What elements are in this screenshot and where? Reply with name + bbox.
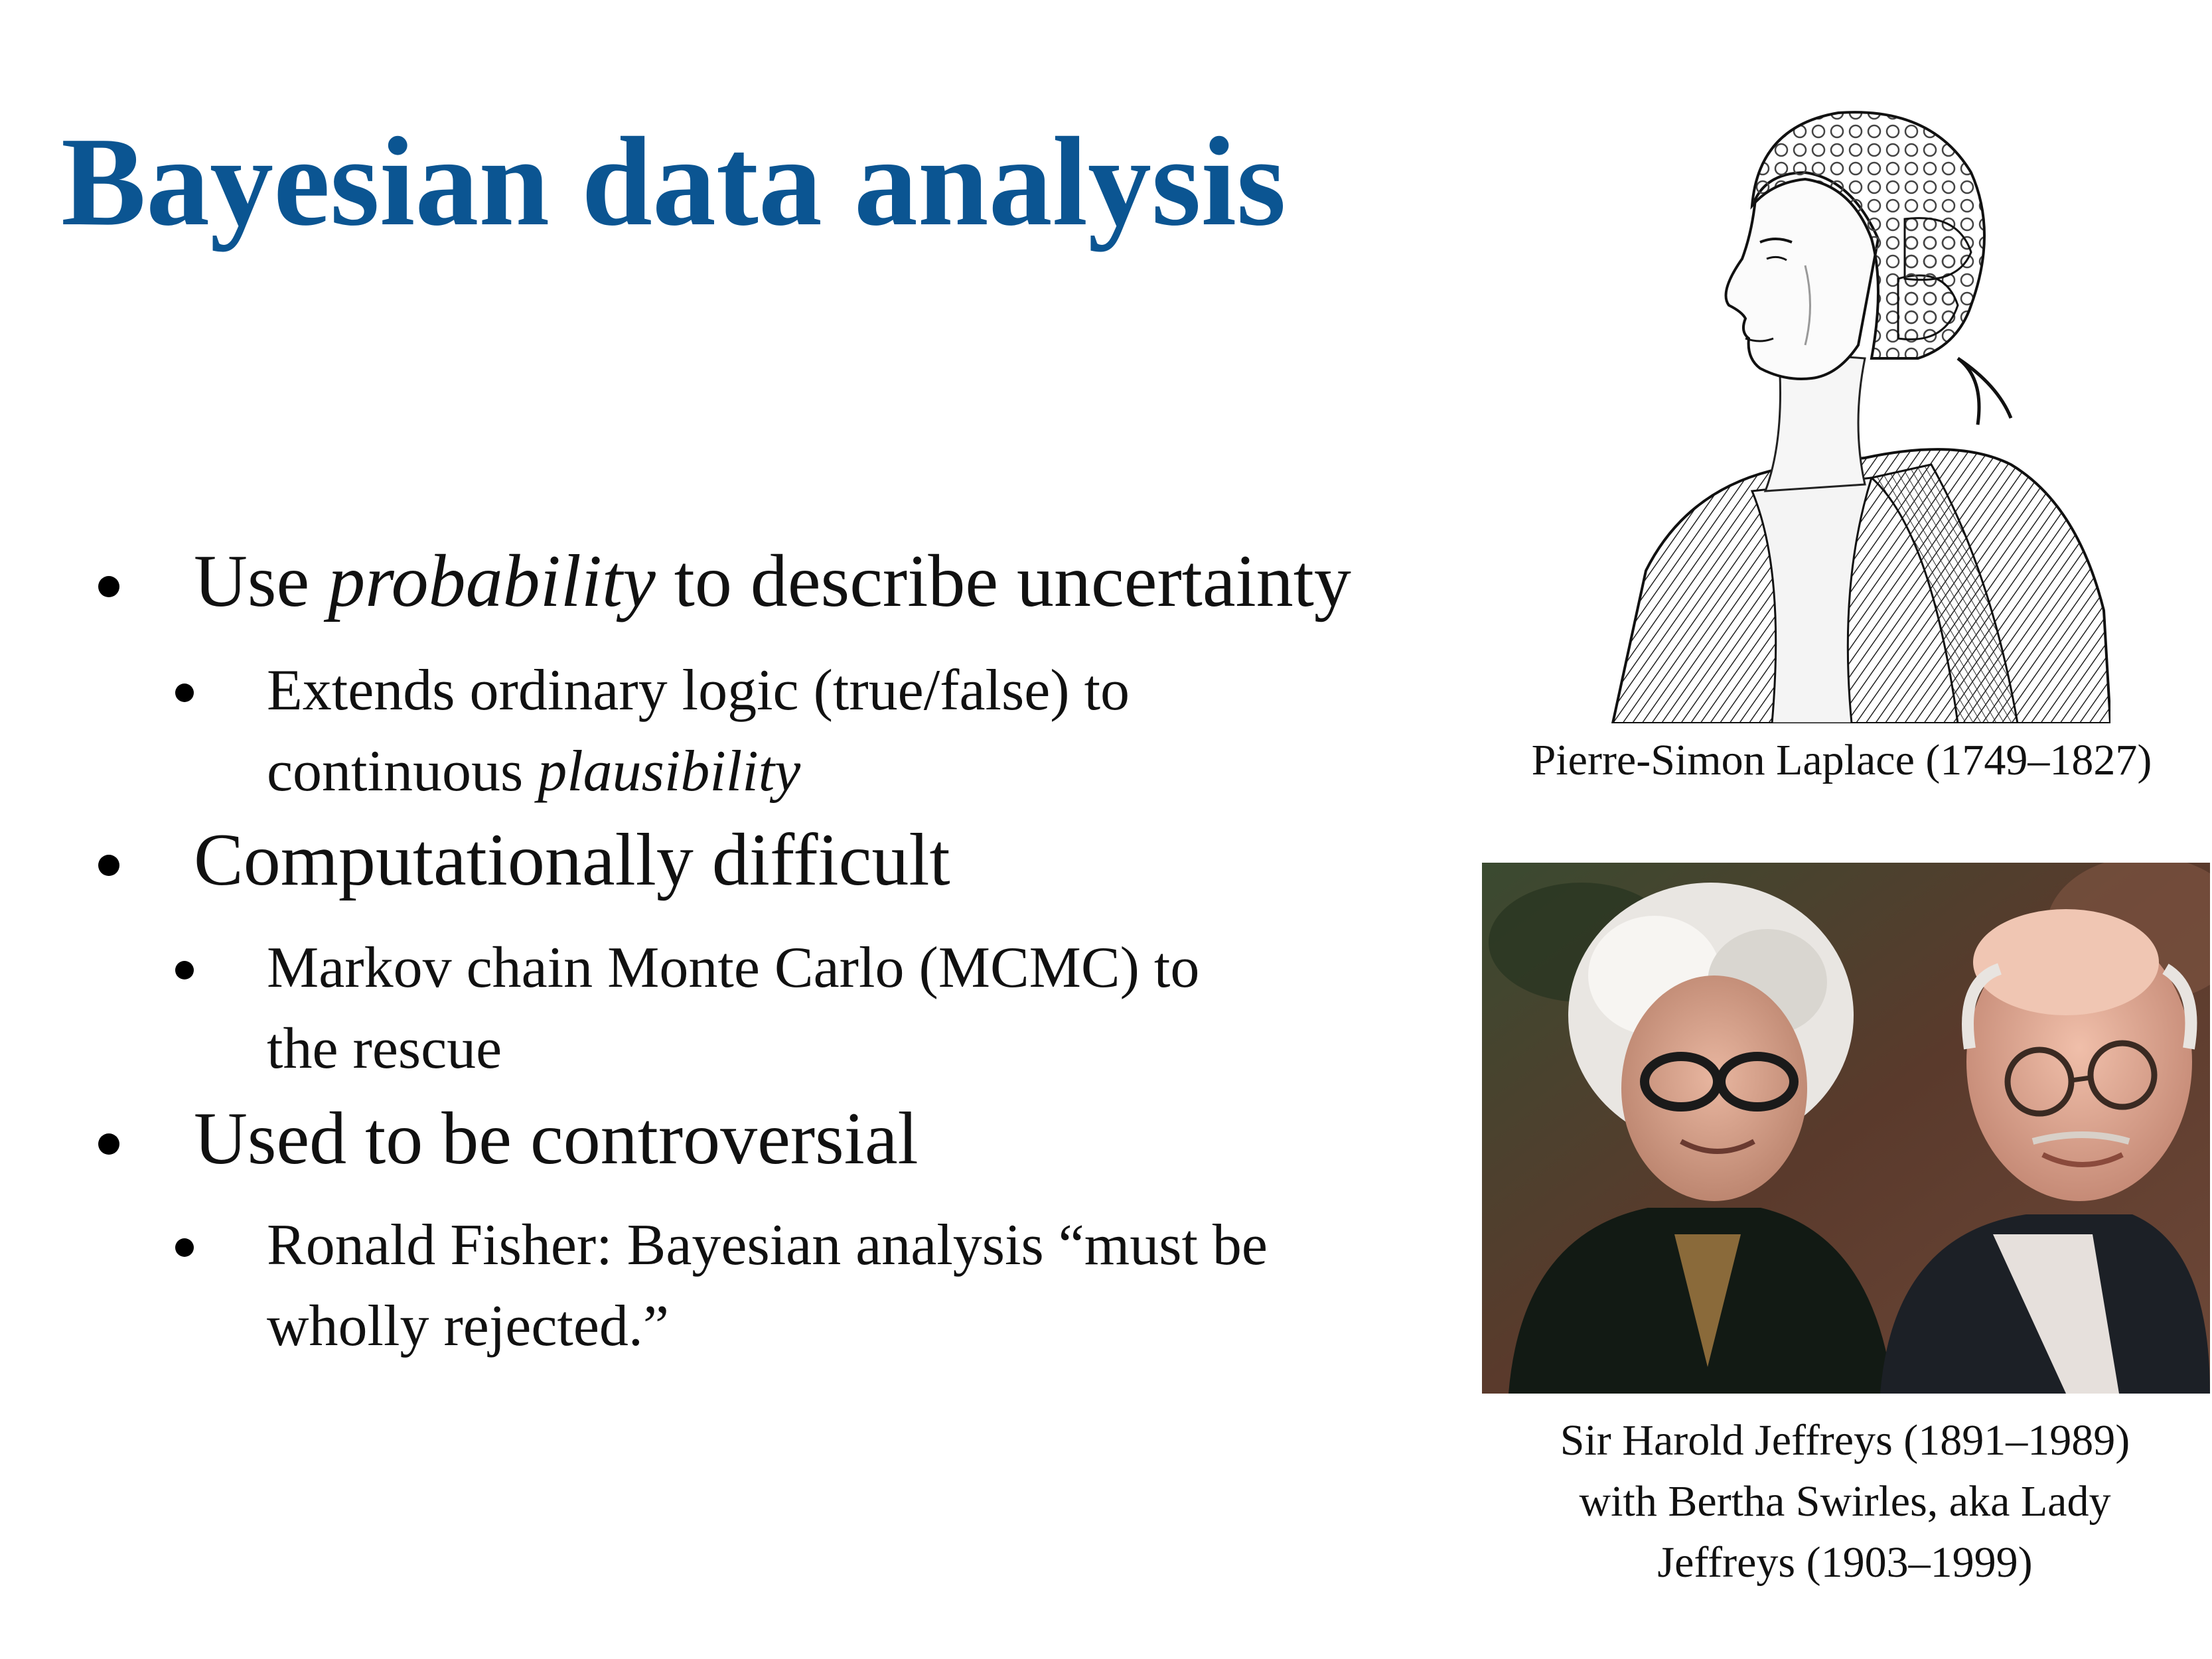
sub-bullet-dot [175,684,194,702]
bullet-text-part: to describe uncertainty [655,540,1351,622]
bullet-text: Computationally difficult [194,819,950,901]
bullet-dot [98,1133,119,1155]
jeffreys-caption-line: with Bertha Swirles, aka Lady [1579,1477,2111,1526]
jeffreys-caption: Sir Harold Jeffreys (1891–1989) with Ber… [1480,1410,2210,1593]
sub-bullet-text: Markov chain Monte Carlo (MCMC) to the re… [267,928,1199,1090]
sub-bullet-dot [175,1238,194,1257]
bullet-emphasis: probability [328,540,656,622]
laplace-portrait [1586,66,2110,723]
bullet-dot [98,576,119,597]
slide-title: Bayesian data analysis [61,111,1286,252]
bullet-dot [98,855,119,876]
jeffreys-photo [1482,863,2210,1394]
bullet-text: Use probability to describe uncertainty [194,544,1351,618]
laplace-engraving-image [1586,66,2110,723]
sub-bullet-line: continuous [267,739,538,804]
sub-bullet-line: Ronald Fisher: Bayesian analysis “must b… [267,1213,1268,1277]
bullet-text-part: Use [194,540,329,622]
sub-bullet-line: wholly rejected.” [267,1294,669,1358]
sub-bullet-line: Extends ordinary logic (true/false) to [267,658,1130,723]
laplace-caption: Pierre-Simon Laplace (1749–1827) [1531,736,2152,784]
bullet-text: Used to be controversial [194,1098,919,1180]
sub-bullet-dot [175,961,194,979]
sub-bullet-line: Markov chain Monte Carlo (MCMC) to [267,936,1200,1000]
jeffreys-caption-line: Sir Harold Jeffreys (1891–1989) [1560,1416,2130,1465]
sub-bullet-text: Ronald Fisher: Bayesian analysis “must b… [267,1205,1268,1367]
sub-bullet-line: the rescue [267,1017,502,1081]
jeffreys-photo-image [1482,863,2210,1394]
jeffreys-caption-line: Jeffreys (1903–1999) [1657,1538,2033,1587]
sub-bullet-text: Extends ordinary logic (true/false) to co… [267,650,1130,812]
sub-bullet-emphasis: plausibility [538,739,801,804]
